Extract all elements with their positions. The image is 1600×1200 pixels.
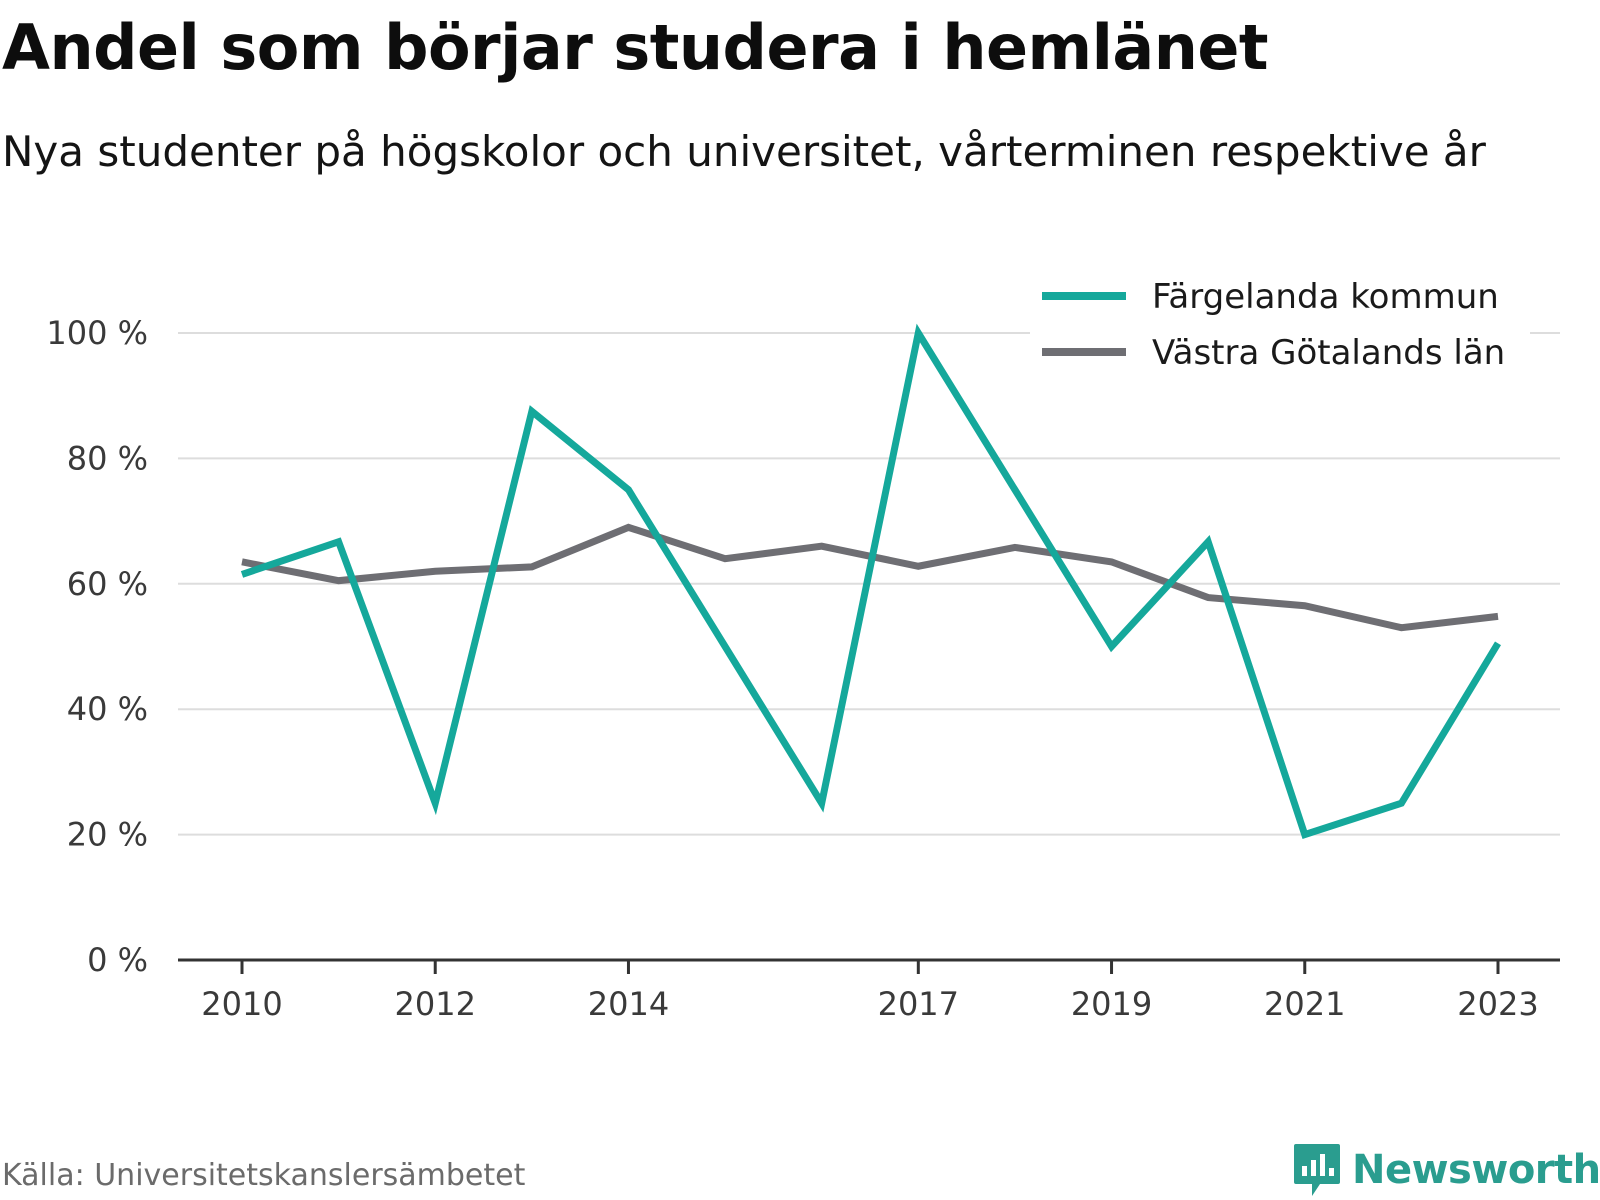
legend: Färgelanda kommun Västra Götalands län [1030, 266, 1530, 384]
x-tick-label: 2019 [1071, 985, 1152, 1023]
brand-logo: Newsworthy [1292, 1140, 1600, 1200]
x-tick-label: 2021 [1264, 985, 1345, 1023]
y-tick-label: 80 % [67, 439, 148, 477]
legend-label: Färgelanda kommun [1152, 277, 1499, 317]
x-tick-label: 2023 [1457, 985, 1538, 1023]
newsworthy-logo-icon [1294, 1144, 1340, 1196]
y-tick-label: 40 % [67, 690, 148, 728]
legend-background [1030, 266, 1530, 384]
chart-title: Andel som börjar studera i hemlänet [2, 11, 1269, 84]
y-tick-label: 60 % [67, 565, 148, 603]
legend-label: Västra Götalands län [1152, 333, 1505, 373]
brand-name: Newsworthy [1352, 1147, 1600, 1193]
chart-subtitle: Nya studenter på högskolor och universit… [2, 127, 1486, 176]
x-tick-label: 2014 [588, 985, 669, 1023]
series-lines [240, 323, 1501, 840]
x-tick-label: 2010 [201, 985, 282, 1023]
y-tick-label: 20 % [67, 816, 148, 854]
x-tick-label: 2017 [878, 985, 959, 1023]
source-note: Källa: Universitetskanslersämbetet [2, 1158, 526, 1193]
x-axis-ticks: 2010 2012 2014 2017 2019 2021 2023 [201, 960, 1539, 1023]
x-tick-label: 2012 [395, 985, 476, 1023]
y-axis-ticks: 0 % 20 % 40 % 60 % 80 % 100 % [46, 314, 148, 979]
series-line-0 [240, 323, 1501, 840]
y-tick-label: 0 % [87, 941, 148, 979]
y-tick-label: 100 % [46, 314, 148, 352]
